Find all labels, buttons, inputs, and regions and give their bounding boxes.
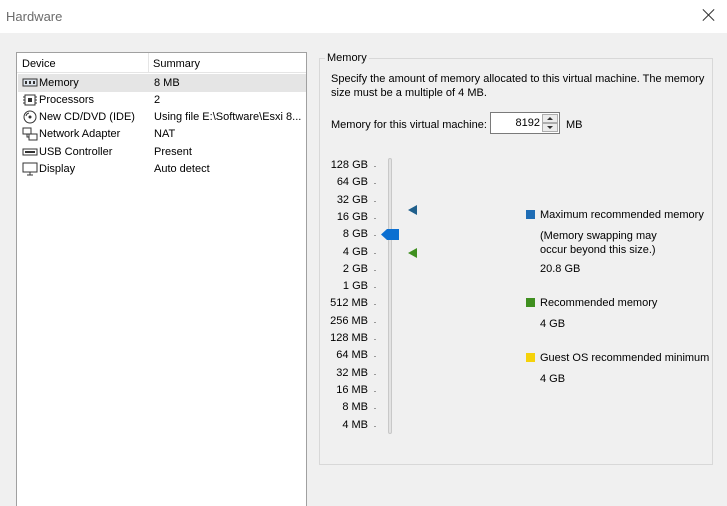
device-label: Network Adapter bbox=[39, 128, 121, 140]
memory-field-label: Memory for this virtual machine: bbox=[331, 119, 487, 131]
column-header-summary[interactable]: Summary bbox=[153, 58, 201, 70]
max-recommended-title: Maximum recommended memory bbox=[540, 209, 704, 221]
max-recommended-note-line1: (Memory swapping may bbox=[540, 230, 657, 242]
scale-label: 64 GB bbox=[336, 176, 368, 189]
network-adapter-icon bbox=[22, 127, 38, 141]
device-label: New CD/DVD (IDE) bbox=[39, 111, 135, 123]
scale-label: 64 MB bbox=[336, 349, 368, 362]
device-row-cd-dvd[interactable]: New CD/DVD (IDE) Using file E:\Software\… bbox=[18, 108, 306, 126]
device-label: Memory bbox=[39, 77, 79, 89]
scale-label: 8 GB bbox=[342, 228, 368, 241]
usb-icon bbox=[22, 148, 38, 156]
device-summary: NAT bbox=[154, 128, 176, 140]
memory-icon bbox=[22, 78, 38, 87]
scale-tick bbox=[374, 217, 376, 219]
scale-tick bbox=[374, 356, 376, 358]
scale-label: 32 GB bbox=[336, 193, 368, 206]
device-summary: Present bbox=[154, 146, 192, 158]
scale-label: 4 MB bbox=[342, 418, 368, 431]
memory-spinbox[interactable]: 8192 bbox=[490, 112, 560, 134]
recommended-color bbox=[526, 298, 535, 307]
max-recommended-value: 20.8 GB bbox=[540, 263, 581, 275]
device-list[interactable]: Device Summary Memory 8 MB Processors 2 … bbox=[16, 52, 307, 506]
memory-unit: MB bbox=[566, 119, 583, 131]
max-recommended-color bbox=[526, 210, 535, 219]
column-header-device[interactable]: Device bbox=[22, 58, 56, 70]
window-title: Hardware bbox=[6, 9, 63, 24]
memory-group bbox=[319, 58, 713, 465]
column-separator[interactable] bbox=[148, 53, 149, 73]
guest-min-title: Guest OS recommended minimum bbox=[540, 352, 710, 364]
scale-tick bbox=[374, 235, 376, 237]
device-label: Processors bbox=[39, 94, 95, 106]
recommended-title: Recommended memory bbox=[540, 297, 658, 309]
scale-label: 16 MB bbox=[336, 383, 368, 396]
memory-value-input[interactable]: 8192 bbox=[515, 117, 540, 129]
scale-tick bbox=[374, 373, 376, 375]
close-icon[interactable] bbox=[701, 7, 717, 23]
device-list-header: Device Summary bbox=[17, 53, 306, 73]
title-bar: Hardware bbox=[0, 0, 727, 33]
scale-tick bbox=[374, 269, 376, 271]
device-row-usb-controller[interactable]: USB Controller Present bbox=[18, 143, 306, 161]
device-row-memory[interactable]: Memory 8 MB bbox=[18, 74, 306, 92]
scale-tick bbox=[374, 390, 376, 392]
scale-label: 128 MB bbox=[330, 332, 368, 344]
scale-tick bbox=[374, 321, 376, 323]
scale-tick bbox=[374, 252, 376, 254]
memory-slider-thumb[interactable] bbox=[381, 229, 399, 240]
scale-tick bbox=[374, 425, 376, 427]
scale-tick bbox=[374, 200, 376, 202]
scale-label: 2 GB bbox=[342, 262, 368, 275]
scale-tick bbox=[374, 183, 376, 185]
display-icon bbox=[22, 162, 38, 176]
device-summary: 2 bbox=[154, 94, 161, 106]
guest-min-color bbox=[526, 353, 535, 362]
scale-label: 256 MB bbox=[330, 314, 368, 327]
recommended-marker bbox=[408, 248, 417, 258]
memory-slider-track[interactable] bbox=[388, 158, 392, 434]
memory-group-title: Memory bbox=[325, 52, 369, 64]
recommended-value: 4 GB bbox=[540, 318, 566, 330]
device-label: Display bbox=[39, 163, 76, 175]
device-summary: Using file E:\Software\Esxi 8... bbox=[154, 111, 302, 123]
scale-label: 1 GB bbox=[342, 280, 368, 293]
spin-down-button[interactable] bbox=[542, 123, 558, 132]
cd-dvd-icon bbox=[23, 110, 37, 124]
scale-label: 8 MB bbox=[342, 401, 368, 414]
device-row-display[interactable]: Display Auto detect bbox=[18, 160, 306, 178]
device-summary: 8 MB bbox=[154, 77, 180, 89]
max-recommended-note-line2: occur beyond this size.) bbox=[540, 244, 656, 256]
processor-icon bbox=[23, 94, 37, 106]
scale-label: 512 MB bbox=[330, 297, 368, 310]
memory-description: Specify the amount of memory allocated t… bbox=[331, 73, 705, 99]
scale-label: 32 MB bbox=[336, 366, 368, 379]
max-recommended-marker bbox=[408, 205, 417, 215]
device-label: USB Controller bbox=[39, 146, 113, 158]
guest-min-value: 4 GB bbox=[540, 373, 566, 385]
scale-label: 128 GB bbox=[330, 159, 368, 171]
scale-label: 16 GB bbox=[336, 210, 368, 223]
scale-tick bbox=[374, 287, 376, 289]
spin-up-button[interactable] bbox=[542, 114, 558, 123]
scale-label: 4 GB bbox=[342, 245, 368, 258]
scale-tick bbox=[374, 408, 376, 410]
scale-tick bbox=[374, 339, 376, 340]
device-summary: Auto detect bbox=[154, 163, 210, 175]
scale-tick bbox=[374, 166, 376, 167]
scale-tick bbox=[374, 304, 376, 306]
device-row-processors[interactable]: Processors 2 bbox=[18, 91, 306, 109]
device-row-network-adapter[interactable]: Network Adapter NAT bbox=[18, 125, 306, 143]
